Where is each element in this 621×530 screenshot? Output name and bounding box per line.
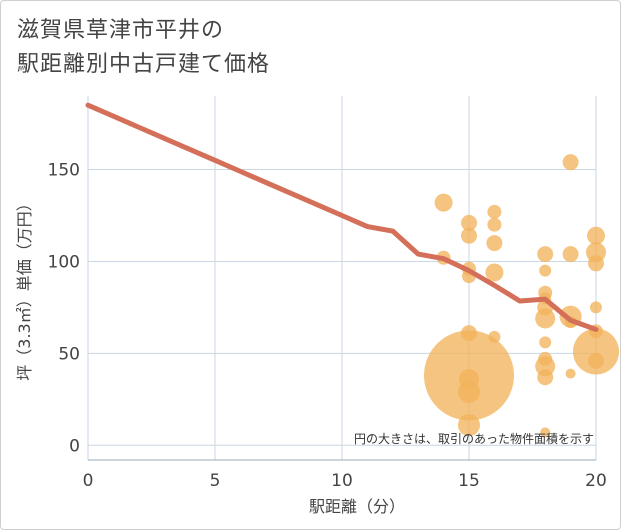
data-point <box>487 204 502 219</box>
data-point <box>562 154 579 171</box>
data-point <box>565 368 576 379</box>
data-point <box>461 227 477 244</box>
bubble-layer <box>424 154 619 438</box>
x-tick-label: 15 <box>458 471 480 491</box>
chart-title: 滋賀県草津市平井の 駅距離別中古戸建て価格 <box>17 14 270 82</box>
x-axis-label: 駅距離（分） <box>309 497 405 516</box>
data-point <box>537 369 554 386</box>
y-tick-label: 50 <box>58 344 80 364</box>
data-point <box>537 246 554 263</box>
data-point <box>486 235 503 252</box>
data-point <box>458 380 480 403</box>
title-line-1: 滋賀県草津市平井の <box>17 18 225 43</box>
data-point <box>588 352 604 369</box>
data-point <box>590 301 602 314</box>
data-point <box>587 226 605 245</box>
data-point <box>573 328 619 375</box>
x-tick-label: 5 <box>210 471 221 491</box>
grid-lines <box>87 96 597 461</box>
data-point <box>487 217 502 232</box>
data-point <box>588 255 604 272</box>
x-tick-labels: 0 5 10 15 20 <box>83 471 607 491</box>
y-axis-label: 坪（3.3㎡）単価（万円） <box>15 195 34 380</box>
y-tick-label: 150 <box>48 161 80 181</box>
y-tick-labels: 0 50 100 150 <box>48 161 80 457</box>
x-tick-label: 0 <box>83 471 94 491</box>
data-point <box>539 264 552 277</box>
data-point <box>485 263 504 282</box>
data-point <box>434 193 453 212</box>
trend-line <box>85 102 599 332</box>
data-point <box>562 246 579 263</box>
trend-layer <box>85 102 599 332</box>
data-point <box>488 330 501 343</box>
y-tick-label: 0 <box>69 436 80 456</box>
data-point <box>540 427 551 438</box>
data-point <box>535 308 556 329</box>
y-tick-label: 100 <box>48 252 80 272</box>
title-line-2: 駅距離別中古戸建て価格 <box>17 52 271 77</box>
data-point <box>458 414 480 437</box>
x-tick-label: 20 <box>585 471 607 491</box>
data-point <box>539 336 552 349</box>
size-note: 円の大きさは、取引のあった物件面積を示す <box>354 431 594 446</box>
x-tick-label: 10 <box>331 471 353 491</box>
data-point <box>461 214 477 231</box>
